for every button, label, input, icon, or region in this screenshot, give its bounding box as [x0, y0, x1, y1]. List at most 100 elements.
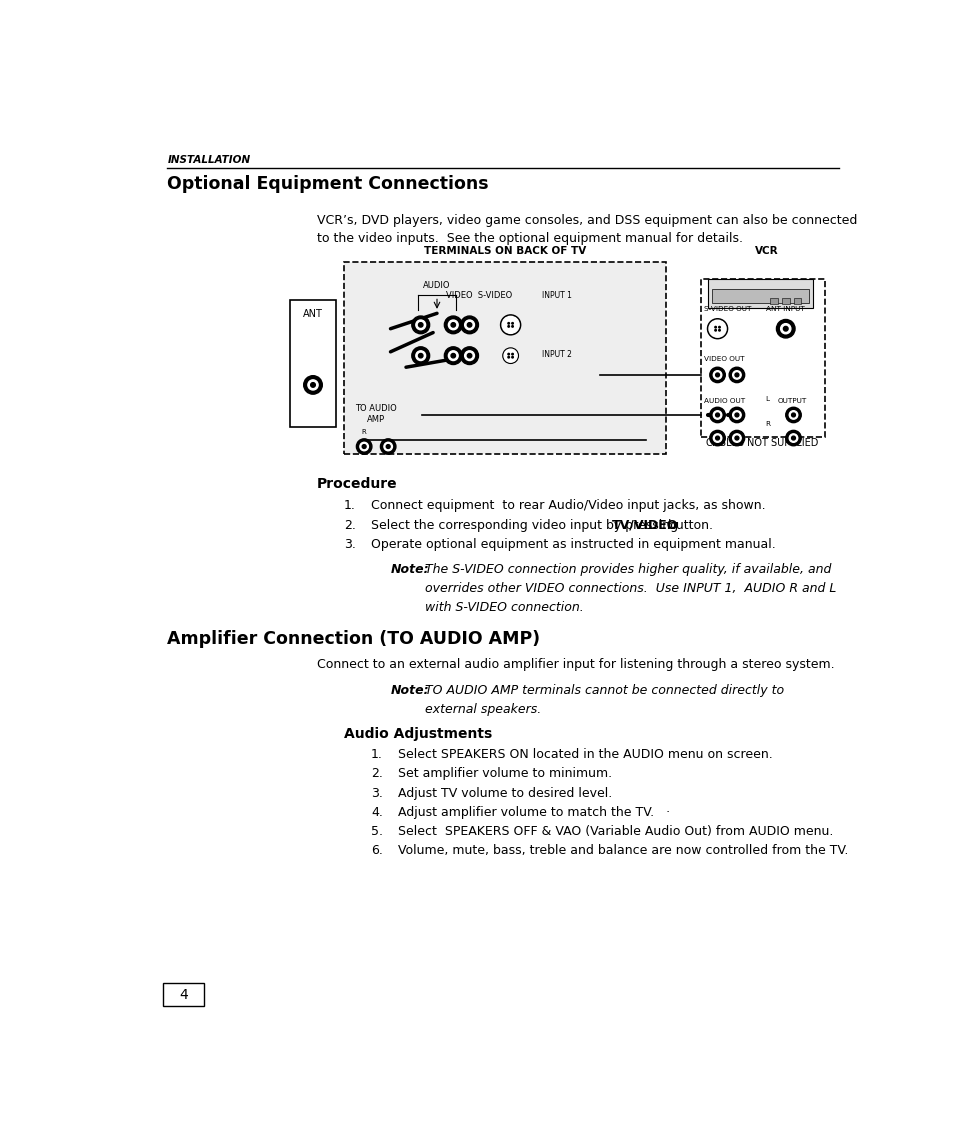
Text: 2.: 2.	[371, 767, 382, 781]
Text: Connect equipment  to rear Audio/Video input jacks, as shown.: Connect equipment to rear Audio/Video in…	[371, 499, 765, 512]
Text: Adjust TV volume to desired level.: Adjust TV volume to desired level.	[397, 786, 612, 799]
Text: L: L	[451, 317, 455, 325]
Circle shape	[709, 430, 724, 445]
Text: ANT: ANT	[303, 310, 323, 319]
Circle shape	[460, 347, 478, 365]
Circle shape	[715, 413, 719, 417]
Circle shape	[713, 371, 721, 379]
Circle shape	[500, 315, 520, 335]
Text: TO AUDIO
AMP: TO AUDIO AMP	[355, 404, 396, 425]
Circle shape	[728, 408, 744, 422]
Text: INSTALLATION: INSTALLATION	[167, 155, 250, 164]
Circle shape	[380, 439, 395, 455]
Text: 5.: 5.	[371, 825, 383, 838]
Circle shape	[776, 319, 794, 338]
Circle shape	[728, 430, 744, 445]
Circle shape	[718, 329, 720, 331]
Circle shape	[709, 367, 724, 382]
Text: TERMINALS ON BACK OF TV: TERMINALS ON BACK OF TV	[423, 246, 585, 256]
Circle shape	[412, 347, 429, 365]
Text: Volume, mute, bass, treble and balance are now controlled from the TV.: Volume, mute, bass, treble and balance a…	[397, 845, 848, 858]
FancyBboxPatch shape	[700, 279, 823, 437]
Circle shape	[311, 382, 315, 387]
Circle shape	[460, 316, 478, 334]
Text: Note:: Note:	[390, 563, 429, 575]
Circle shape	[715, 373, 719, 377]
Circle shape	[511, 356, 513, 358]
Text: ANT INPUT: ANT INPUT	[765, 305, 804, 311]
Text: OUTPUT: OUTPUT	[778, 398, 806, 404]
Circle shape	[303, 375, 322, 394]
FancyBboxPatch shape	[707, 279, 812, 308]
Text: S-VIDEO OUT: S-VIDEO OUT	[703, 305, 751, 311]
Text: VIDEO  S-VIDEO: VIDEO S-VIDEO	[446, 290, 512, 300]
Text: R: R	[417, 317, 423, 325]
Circle shape	[718, 326, 720, 328]
FancyBboxPatch shape	[344, 262, 665, 455]
Circle shape	[713, 434, 721, 442]
Text: The S-VIDEO connection provides higher quality, if available, and: The S-VIDEO connection provides higher q…	[425, 563, 831, 575]
Circle shape	[383, 442, 392, 451]
Text: TV/VIDEO: TV/VIDEO	[612, 519, 678, 532]
Circle shape	[507, 356, 509, 358]
Text: Connect to an external audio amplifier input for listening through a stereo syst: Connect to an external audio amplifier i…	[316, 658, 834, 672]
FancyBboxPatch shape	[781, 298, 789, 304]
Circle shape	[734, 413, 738, 417]
Text: Select the corresponding video input by pressing: Select the corresponding video input by …	[371, 519, 681, 532]
Text: 6.: 6.	[371, 845, 382, 858]
Circle shape	[451, 354, 455, 358]
Text: 4: 4	[179, 987, 188, 1002]
Text: VCR’s, DVD players, video game consoles, and DSS equipment can also be connected: VCR’s, DVD players, video game consoles,…	[316, 214, 857, 245]
Circle shape	[416, 351, 425, 360]
Circle shape	[728, 367, 744, 382]
Text: 3.: 3.	[344, 538, 355, 551]
Text: Amplifier Connection (TO AUDIO AMP): Amplifier Connection (TO AUDIO AMP)	[167, 630, 539, 647]
Text: R: R	[764, 421, 769, 427]
Text: Select  SPEAKERS OFF & VAO (Variable Audio Out) from AUDIO menu.: Select SPEAKERS OFF & VAO (Variable Audi…	[397, 825, 833, 838]
Circle shape	[714, 329, 716, 331]
FancyBboxPatch shape	[769, 298, 778, 304]
Text: CABLES NOT SUPPLIED: CABLES NOT SUPPLIED	[705, 439, 818, 448]
Text: Note:: Note:	[390, 683, 429, 697]
Text: Select SPEAKERS ON located in the AUDIO menu on screen.: Select SPEAKERS ON located in the AUDIO …	[397, 747, 772, 761]
Circle shape	[734, 436, 738, 440]
Circle shape	[791, 436, 795, 440]
Text: button.: button.	[663, 519, 712, 532]
Text: Operate optional equipment as instructed in equipment manual.: Operate optional equipment as instructed…	[371, 538, 775, 551]
Circle shape	[782, 326, 787, 331]
Circle shape	[732, 434, 740, 442]
Circle shape	[412, 316, 429, 334]
Circle shape	[451, 323, 455, 327]
Circle shape	[356, 439, 372, 455]
Circle shape	[501, 317, 518, 333]
Circle shape	[785, 408, 801, 422]
Circle shape	[713, 411, 721, 419]
Circle shape	[386, 444, 390, 449]
Text: INPUT 1: INPUT 1	[541, 290, 571, 300]
Text: 1.: 1.	[344, 499, 355, 512]
Circle shape	[732, 411, 740, 419]
Circle shape	[418, 323, 422, 327]
Text: with S-VIDEO connection.: with S-VIDEO connection.	[425, 602, 583, 614]
Text: TO AUDIO AMP terminals cannot be connected directly to: TO AUDIO AMP terminals cannot be connect…	[425, 683, 783, 697]
Circle shape	[444, 347, 461, 365]
Circle shape	[464, 320, 474, 329]
Text: 2.: 2.	[344, 519, 355, 532]
Circle shape	[308, 380, 317, 390]
Circle shape	[418, 354, 422, 358]
Text: INPUT 2: INPUT 2	[541, 349, 571, 358]
Text: Procedure: Procedure	[316, 478, 397, 491]
Text: 1.: 1.	[371, 747, 382, 761]
Circle shape	[448, 351, 457, 360]
Circle shape	[732, 371, 740, 379]
Circle shape	[791, 413, 795, 417]
FancyBboxPatch shape	[711, 288, 808, 303]
FancyBboxPatch shape	[163, 983, 204, 1007]
Text: VIDEO OUT: VIDEO OUT	[703, 356, 744, 362]
Text: 3.: 3.	[371, 786, 382, 799]
Circle shape	[714, 326, 716, 328]
Circle shape	[444, 316, 461, 334]
Text: R: R	[361, 429, 366, 435]
Text: VCR: VCR	[754, 246, 778, 256]
Text: L: L	[764, 396, 768, 402]
